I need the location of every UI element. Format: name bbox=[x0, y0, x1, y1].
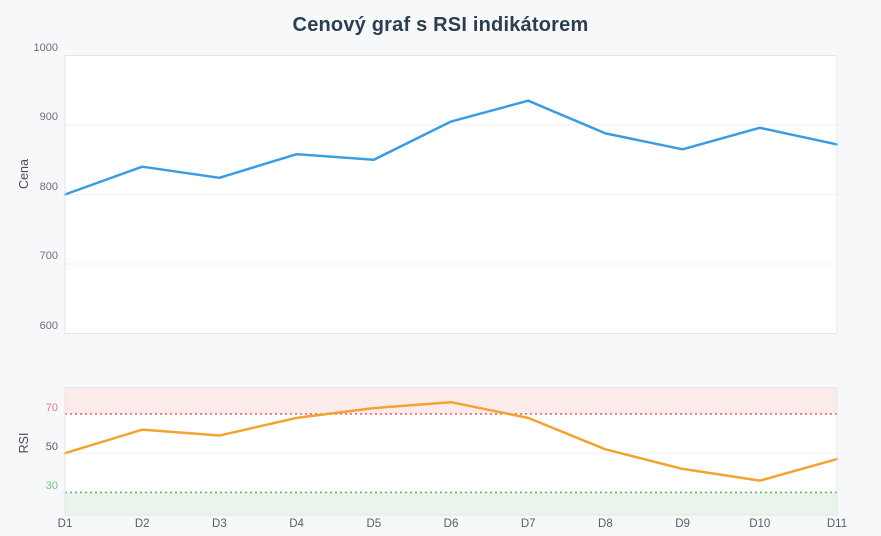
price-y-tick-label: 700 bbox=[39, 250, 58, 262]
rsi-panel-border bbox=[64, 387, 838, 516]
oversold-band bbox=[65, 492, 837, 515]
x-tick-label: D8 bbox=[598, 518, 613, 530]
x-tick-label: D4 bbox=[289, 518, 304, 530]
rsi-line bbox=[63, 400, 839, 482]
chart-title: Cenový graf s RSI indikátorem bbox=[292, 14, 589, 36]
x-tick-label: D5 bbox=[366, 518, 382, 530]
x-tick-label: D6 bbox=[443, 518, 459, 530]
price-y-tick-label: 600 bbox=[39, 319, 58, 332]
price-panel-border bbox=[64, 55, 838, 334]
x-tick-label: D10 bbox=[749, 518, 771, 530]
x-tick-label: D2 bbox=[134, 518, 150, 530]
x-tick-label: D3 bbox=[212, 518, 227, 530]
price-y-tick-label: 900 bbox=[39, 111, 58, 123]
overbought-band bbox=[65, 387, 837, 414]
rsi-y-tick-label: 30 bbox=[45, 480, 58, 493]
rsi-y-tick-label: 70 bbox=[45, 401, 58, 414]
price-line bbox=[63, 99, 839, 196]
price-y-tick-label: 1000 bbox=[33, 41, 58, 54]
x-tick-label: D9 bbox=[675, 518, 690, 530]
x-tick-label: D7 bbox=[520, 518, 536, 530]
price-y-tick-label: 800 bbox=[39, 180, 58, 193]
x-tick-label: D11 bbox=[826, 518, 848, 530]
rsi-y-tick-label: 50 bbox=[45, 441, 58, 454]
x-tick-label: D1 bbox=[57, 518, 73, 530]
